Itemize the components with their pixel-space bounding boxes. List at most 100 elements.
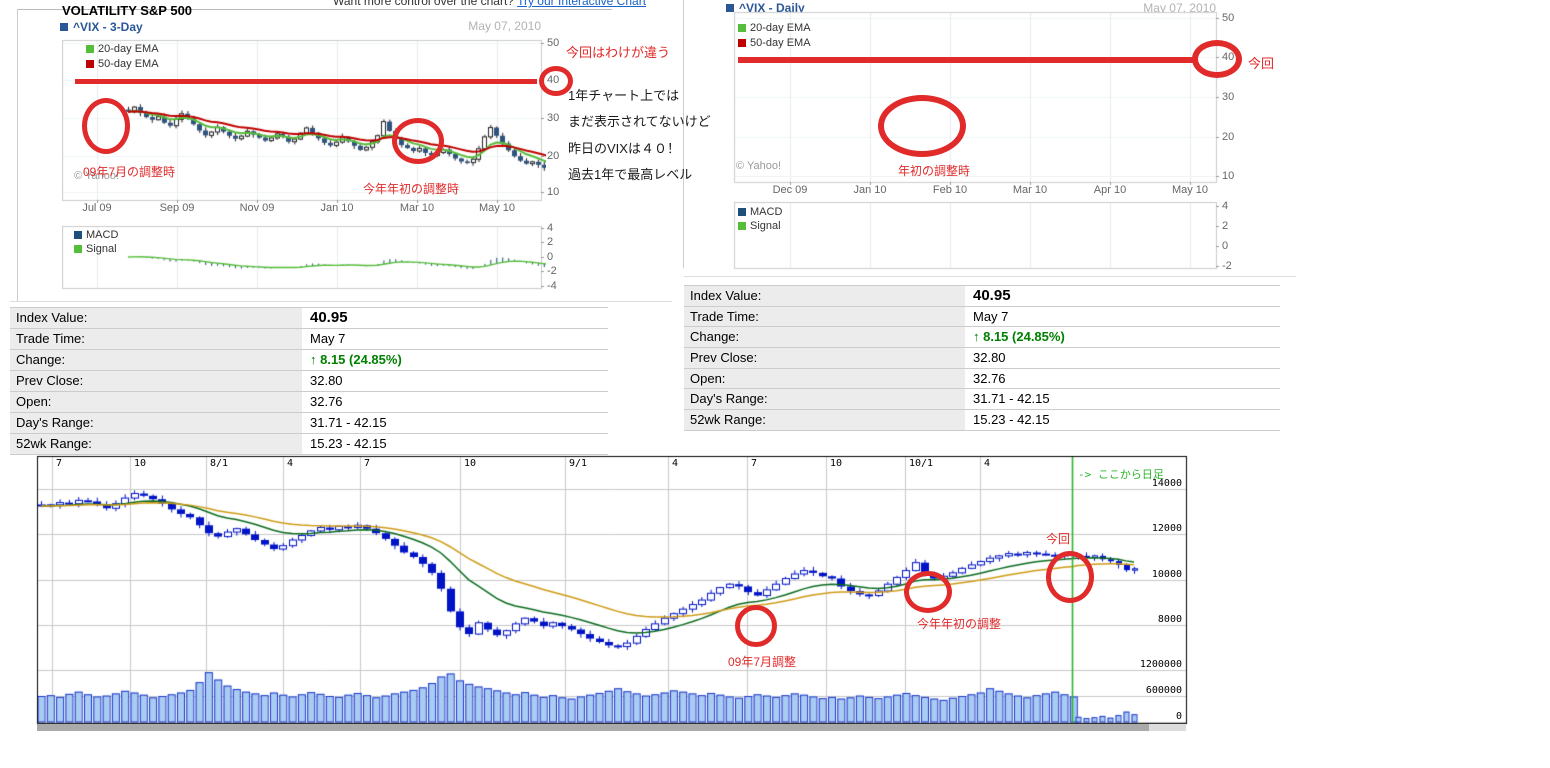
annotation-red-circle xyxy=(1192,40,1242,78)
macd-axis-label: 4 xyxy=(1222,200,1229,212)
quote-row-label: Change: xyxy=(684,327,965,348)
quote-row-value: 15.23 - 42.15 xyxy=(965,410,1280,430)
legend-macd: MACD xyxy=(738,206,782,218)
x-axis-label: Jan 10 xyxy=(320,202,354,214)
quote-row: Index Value: 40.95 xyxy=(10,308,608,329)
quote-table-right: Index Value: 40.95 Trade Time: May 7 Change:… xyxy=(684,285,1280,431)
annotation-red-circle xyxy=(392,118,444,164)
legend-50day-ema-label: 50-day EMA xyxy=(98,58,159,70)
quote-row-label: Index Value: xyxy=(10,308,302,328)
x-axis-label: Mar 10 xyxy=(1012,184,1048,196)
y-axis-label: 50 xyxy=(547,37,560,49)
right-module-left-border xyxy=(683,0,684,268)
annotation-note-line: まだ表示されてないけど xyxy=(568,114,711,129)
y-axis-label: 600000 xyxy=(1145,685,1182,696)
annotation-red-text: 年初の調整時 xyxy=(898,164,971,178)
legend-macd-label: MACD xyxy=(86,229,119,241)
quote-row-label: Day's Range: xyxy=(684,389,965,410)
quote-row-value: ↑ 8.15 (24.85%) xyxy=(965,327,1280,348)
x-axis-label: 10 xyxy=(464,458,477,469)
macd-axis-label: -4 xyxy=(547,280,557,292)
quote-left-border xyxy=(17,9,18,302)
x-axis-label: May 10 xyxy=(478,202,516,214)
x-axis-label: 4 xyxy=(984,458,991,469)
quote-row-value: 40.95 xyxy=(302,308,608,328)
annotation-note-line: 昨日のVIXは４０！ xyxy=(568,141,680,156)
quote-row: Prev Close: 32.80 xyxy=(684,348,1280,369)
yahoo-watermark: © Yahoo! xyxy=(74,170,120,182)
left-module-divider xyxy=(10,301,672,302)
macd-swatch-icon xyxy=(738,208,746,216)
quote-row: 52wk Range: 15.23 - 42.15 xyxy=(10,434,608,455)
vix-3day-symbol: ^VIX - 3-Day xyxy=(60,20,143,34)
x-axis-label: Dec 09 xyxy=(772,184,808,196)
x-axis-label: 8/1 xyxy=(210,458,229,469)
quote-row-value: 40.95 xyxy=(965,286,1280,306)
green-swatch-icon xyxy=(86,45,94,53)
signal-swatch-icon xyxy=(74,245,82,253)
y-axis-label: 14000 xyxy=(1151,478,1182,489)
red-swatch-icon xyxy=(86,60,94,68)
x-axis-label: 9/1 xyxy=(569,458,588,469)
yahoo-watermark: © Yahoo! xyxy=(736,160,782,172)
y-axis-label: 10 xyxy=(1222,170,1235,182)
quote-row-value: May 7 xyxy=(302,329,608,349)
legend-macd: MACD xyxy=(74,229,118,241)
signal-swatch-icon xyxy=(738,222,746,230)
index-weekly-chart-canvas xyxy=(30,450,1190,730)
x-axis-label: Jul 09 xyxy=(82,202,112,214)
quote-row-value: 32.76 xyxy=(302,392,608,412)
y-axis-label: 10 xyxy=(547,186,560,198)
quote-row: Day's Range: 31.71 - 42.15 xyxy=(684,389,1280,411)
x-axis-label: Apr 10 xyxy=(1093,184,1127,196)
quote-row-label: 52wk Range: xyxy=(684,410,965,430)
quote-row-label: Change: xyxy=(10,350,302,370)
y-axis-label: 50 xyxy=(1222,12,1235,24)
macd-axis-label: 2 xyxy=(1222,220,1229,232)
quote-row: Day's Range: 31.71 - 42.15 xyxy=(10,413,608,434)
y-axis-label: 8000 xyxy=(1157,614,1182,625)
x-axis-label: Sep 09 xyxy=(159,202,195,214)
quote-row-label: Open: xyxy=(10,392,302,412)
annotation-red-line xyxy=(75,78,537,84)
quote-top-border xyxy=(17,9,612,10)
interactive-chart-link[interactable]: Try our Interactive Chart xyxy=(517,0,647,8)
quote-row: Change: ↑ 8.15 (24.85%) xyxy=(684,327,1280,349)
vix-daily-chart-canvas xyxy=(730,0,1222,270)
annotation-red-text: 今年年初の調整 xyxy=(917,617,1002,631)
x-axis-label: Mar 10 xyxy=(399,202,435,214)
legend-20day-ema: 20-day EMA xyxy=(86,43,159,55)
legend-signal: Signal xyxy=(738,220,781,232)
macd-axis-label: -2 xyxy=(1222,260,1232,272)
annotation-red-circle xyxy=(539,66,573,96)
quote-row: 52wk Range: 15.23 - 42.15 xyxy=(684,410,1280,431)
chart-scrollbar[interactable] xyxy=(37,724,1149,731)
chart-scrollbar-track[interactable] xyxy=(1149,724,1186,731)
annotation-red-text: 09年7月調整 xyxy=(728,655,797,669)
x-axis-label: 7 xyxy=(364,458,371,469)
macd-axis-label: 4 xyxy=(547,222,554,234)
x-axis-label: Feb 10 xyxy=(932,184,968,196)
x-axis-label: 4 xyxy=(287,458,294,469)
macd-axis-label: 2 xyxy=(547,236,554,248)
quote-row-label: Day's Range: xyxy=(10,413,302,433)
x-axis-label: 10/1 xyxy=(909,458,934,469)
red-swatch-icon xyxy=(738,39,746,47)
quote-row-label: Trade Time: xyxy=(684,306,965,327)
legend-signal-label: Signal xyxy=(86,243,117,255)
quote-row-label: 52wk Range: xyxy=(10,434,302,454)
legend-20day-ema-label: 20-day EMA xyxy=(98,43,159,55)
x-axis-label: Nov 09 xyxy=(239,202,275,214)
x-axis-label: Jan 10 xyxy=(853,184,887,196)
legend-signal: Signal xyxy=(74,243,117,255)
quote-row: Open: 32.76 xyxy=(684,368,1280,390)
quote-row: Index Value: 40.95 xyxy=(684,286,1280,307)
annotation-red-circle xyxy=(1046,551,1094,603)
quote-row-label: Prev Close: xyxy=(10,371,302,391)
y-axis-label: 30 xyxy=(547,112,560,124)
right-module-divider xyxy=(684,276,1296,277)
macd-swatch-icon xyxy=(74,231,82,239)
quote-row-label: Index Value: xyxy=(684,286,965,306)
green-swatch-icon xyxy=(738,24,746,32)
x-axis-label: 7 xyxy=(751,458,758,469)
